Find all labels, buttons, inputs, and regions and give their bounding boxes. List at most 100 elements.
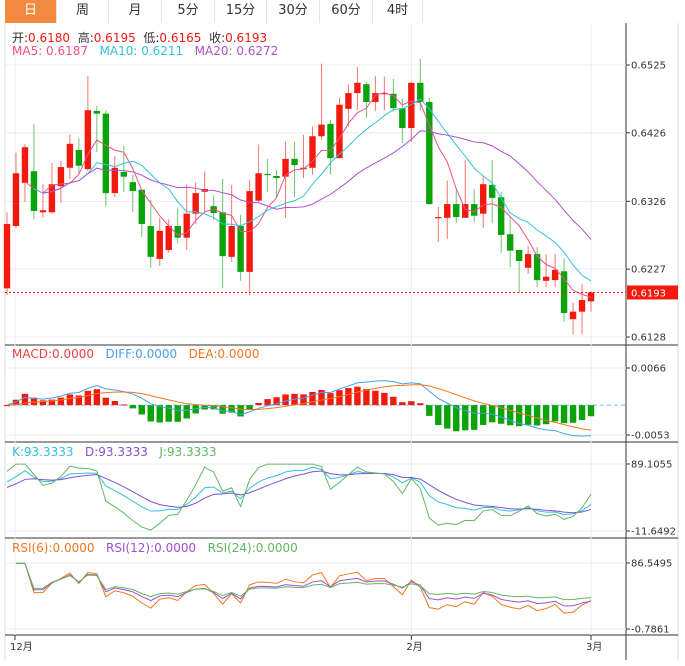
candle-body — [444, 204, 451, 218]
ma5-line — [24, 92, 592, 298]
candle-body — [192, 193, 199, 214]
macd-bar — [480, 405, 487, 425]
candle — [542, 254, 550, 287]
d-line — [6, 470, 592, 514]
macd-bar — [399, 402, 406, 406]
tab-7[interactable]: 4时 — [373, 0, 423, 23]
ma-legend: MA5: 0.6187 MA10: 0.6211 MA20: 0.6272 — [12, 44, 278, 58]
j-value: J:93.3333 — [159, 445, 217, 459]
tab-2[interactable]: 月 — [109, 0, 162, 23]
macd-legend: MACD:0.0000 DIFF:0.0000 DEA:0.0000 — [12, 347, 259, 361]
candle — [30, 123, 38, 220]
kdj-legend: K:93.3333 D:93.3333 J:93.3333 — [12, 445, 217, 459]
candle-body — [57, 167, 65, 187]
candle-body — [372, 93, 379, 102]
k-value: K:93.3333 — [12, 445, 74, 459]
candle — [560, 258, 568, 322]
candle — [75, 138, 83, 174]
macd-bar — [219, 405, 226, 414]
macd-tick-label: -0.0053 — [631, 431, 670, 442]
candle-body — [363, 84, 370, 102]
macd-bar — [66, 394, 74, 406]
macd-bar — [372, 390, 379, 406]
current-price-badge — [627, 285, 678, 300]
kdj-tick-label: 89.1055 — [631, 460, 672, 471]
tab-0[interactable]: 日 — [5, 0, 57, 23]
rsi12-line — [15, 562, 592, 607]
candle — [273, 169, 280, 198]
candle-body — [569, 311, 577, 320]
candle — [219, 178, 226, 289]
candle-body — [75, 149, 83, 166]
candle — [3, 212, 11, 296]
candle — [48, 162, 56, 214]
macd-value: MACD:0.0000 — [12, 347, 95, 361]
tab-5[interactable]: 30分 — [267, 0, 320, 23]
candle-body — [21, 147, 29, 183]
candle-body — [48, 184, 56, 213]
candle-body — [174, 226, 181, 238]
candle — [39, 184, 47, 218]
macd-tick-label: 0.0066 — [631, 364, 666, 375]
macd-bar — [506, 405, 514, 426]
candle — [354, 67, 361, 111]
macd-bar — [354, 386, 361, 406]
macd-bar — [192, 405, 199, 414]
macd-bar — [264, 399, 271, 406]
tab-3[interactable]: 5分 — [162, 0, 215, 23]
candle — [138, 189, 145, 237]
candle — [381, 76, 388, 111]
candle — [111, 156, 119, 198]
ma20-value: MA20: 0.6272 — [194, 44, 279, 58]
candle-body — [497, 197, 505, 235]
kdj-tick-label: -11.6492 — [631, 527, 676, 538]
candle-body — [533, 254, 541, 281]
candle — [372, 75, 379, 111]
tab-1[interactable]: 周 — [57, 0, 109, 23]
price-tick-label: 0.6426 — [631, 128, 666, 139]
candle — [246, 180, 253, 296]
candle-body — [336, 104, 343, 159]
tab-4[interactable]: 15分 — [215, 0, 267, 23]
macd-bar — [551, 405, 559, 422]
candle — [524, 245, 532, 274]
candle — [569, 302, 577, 335]
macd-bar — [569, 405, 577, 423]
macd-bar — [174, 405, 181, 422]
candle — [444, 180, 451, 240]
candle — [93, 106, 101, 153]
rsi6-line — [15, 562, 592, 614]
candle — [228, 184, 235, 262]
candle — [300, 134, 307, 179]
macd-bar — [444, 405, 451, 429]
candle-body — [426, 101, 433, 205]
j-line — [6, 463, 592, 531]
macd-bar — [587, 405, 595, 417]
macd-bar — [533, 405, 541, 426]
macd-bar — [560, 405, 568, 424]
candle-body — [551, 269, 559, 281]
candle-body — [453, 204, 460, 218]
candle — [426, 97, 433, 205]
candle — [533, 247, 541, 287]
x-tick-label: 2月 — [406, 641, 422, 653]
candle — [515, 249, 523, 294]
candle-body — [264, 173, 271, 176]
candle — [417, 58, 424, 111]
tab-6[interactable]: 60分 — [320, 0, 373, 23]
high-value: 0.6195 — [93, 31, 136, 45]
macd-bar — [497, 405, 505, 424]
rsi-tick-label: 86.5495 — [631, 559, 672, 570]
macd-bar — [120, 404, 128, 406]
candle — [309, 126, 316, 175]
d-value: D:93.3333 — [85, 445, 148, 459]
open-label: 开: — [12, 31, 29, 45]
candle-body — [12, 173, 20, 227]
candle — [147, 199, 154, 268]
rsi-legend: RSI(6):0.0000 RSI(12):0.0000 RSI(24):0.0… — [12, 541, 298, 555]
rsi12-value: RSI(12):0.0000 — [105, 541, 197, 555]
candle-body — [102, 113, 110, 194]
candle — [578, 284, 586, 335]
candle-body — [3, 223, 11, 289]
